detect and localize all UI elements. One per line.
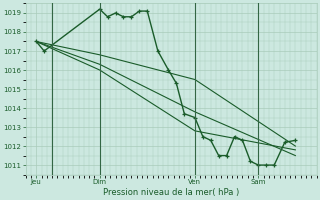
X-axis label: Pression niveau de la mer( hPa ): Pression niveau de la mer( hPa ) — [103, 188, 239, 197]
